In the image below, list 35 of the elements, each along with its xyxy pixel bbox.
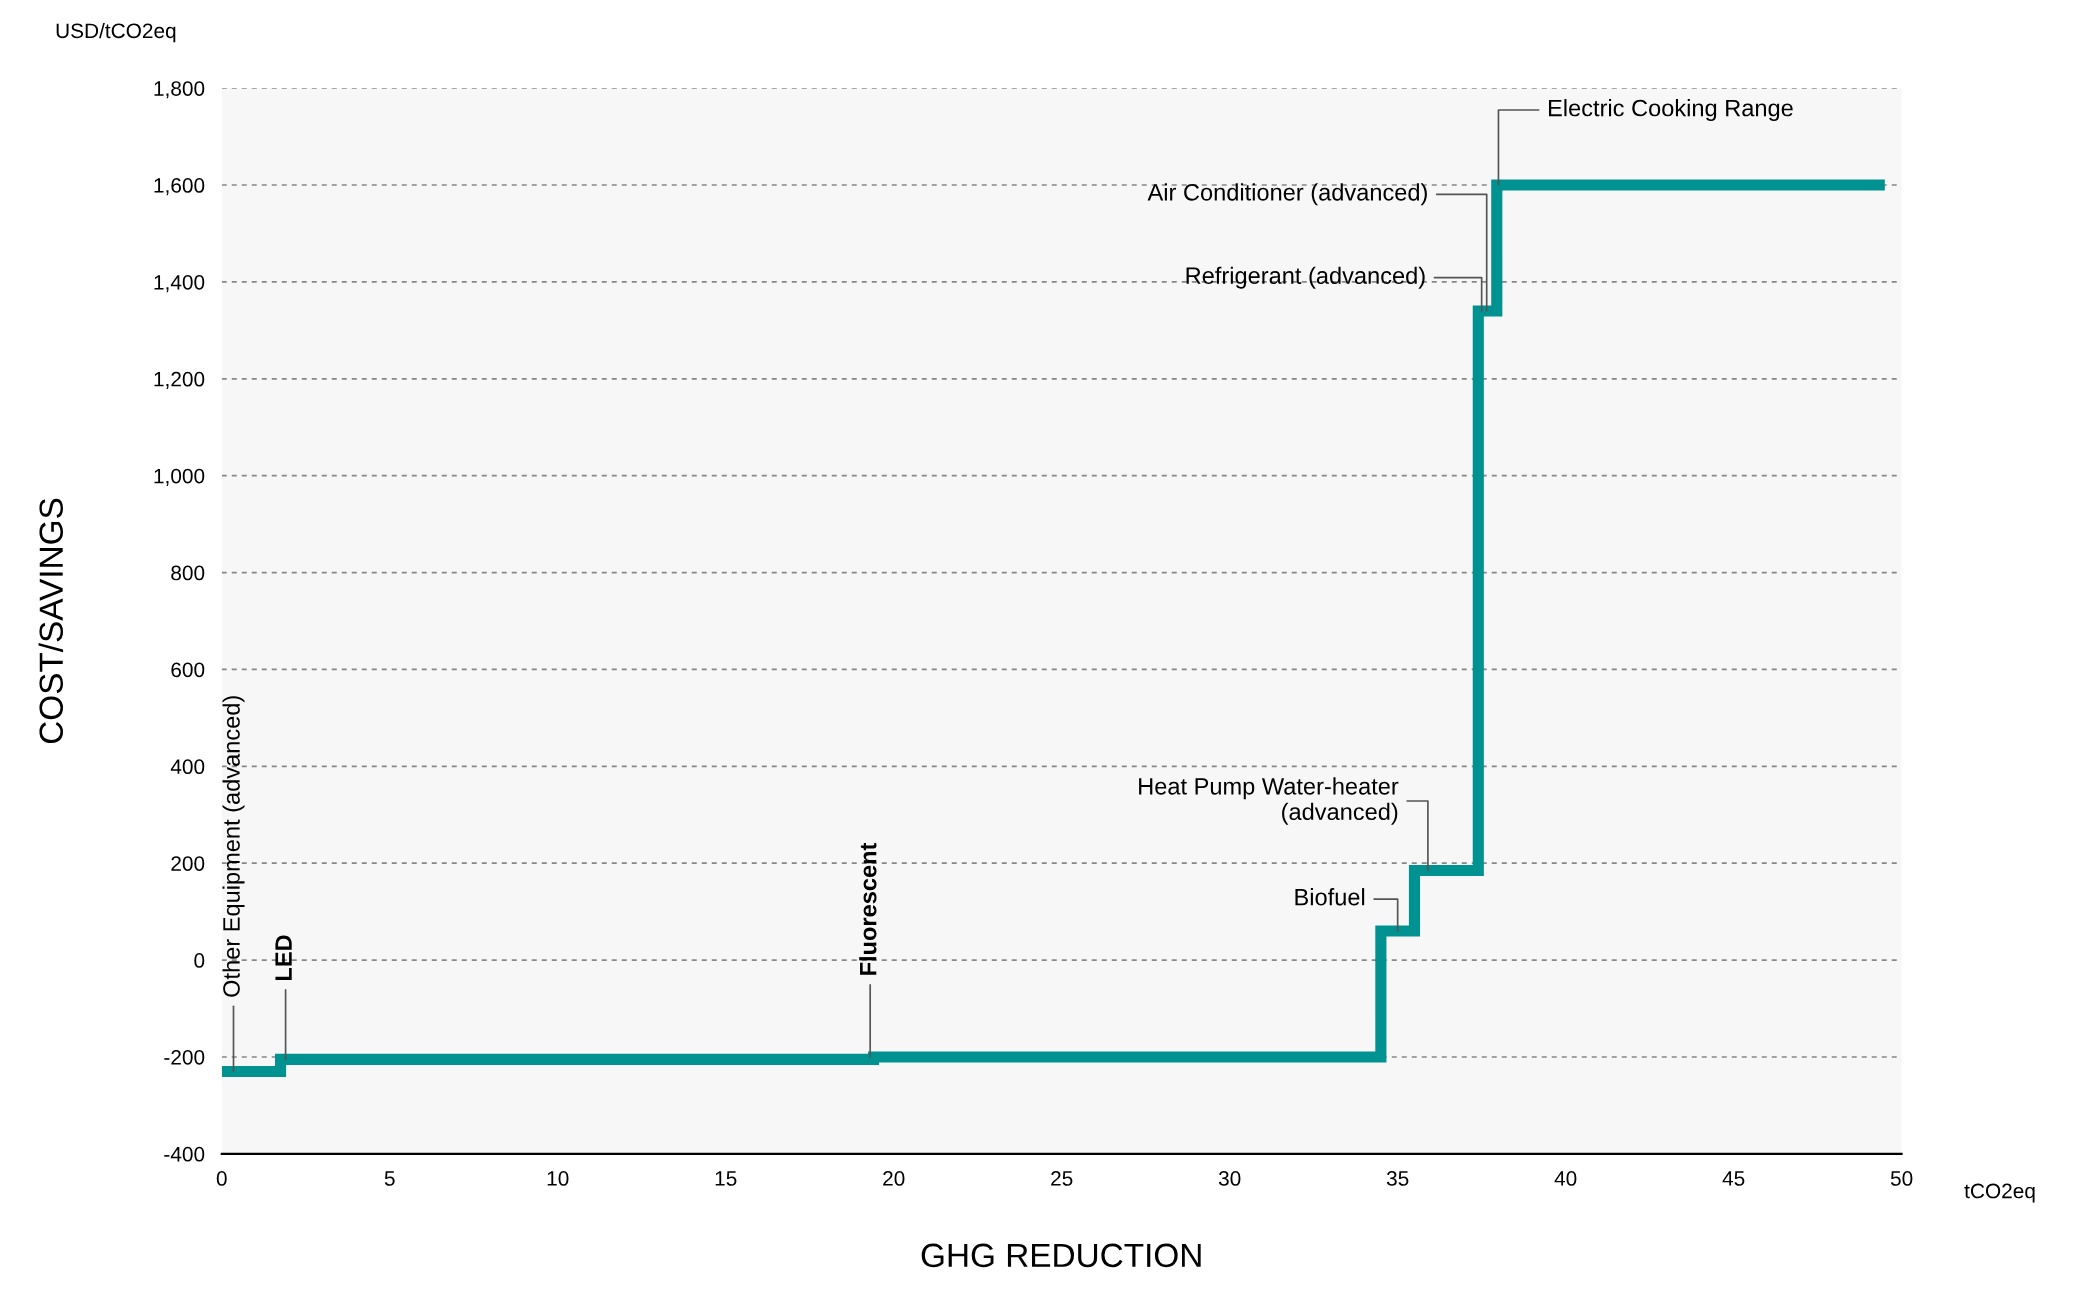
x-tick-label: 5 [384,1171,395,1186]
y-tick-label: 600 [171,662,205,678]
y-tick-label: 0 [194,953,205,968]
x-tick-label: 30 [1218,1171,1241,1186]
x-axis-title: GHG REDUCTION [921,1243,1201,1268]
annotation: Refrigerant (advanced) [1186,266,1425,289]
y-tick-label: -200 [164,1049,205,1065]
y-tick-label: 200 [171,856,205,871]
text: tCO2eq [1964,1183,2035,1203]
annotation: Other Equipment (advanced) [222,696,245,997]
annotation: Heat Pump Water-heater (advanced) [1139,777,1399,825]
text: USD/tCO2eq [56,22,176,43]
x-tick-label: 10 [547,1171,569,1186]
annotation: LED [275,935,292,981]
y-axis-title: COST/SAVINGS [38,498,64,744]
x-tick-label: 0 [216,1171,227,1186]
y-tick-label: 1,800 [154,81,205,99]
annotation: Electric Cooking Range [1549,99,1793,122]
y-tick-label: 1,200 [154,371,205,390]
x-tick-label: 50 [1890,1171,1913,1186]
x-tick-label: 15 [715,1171,737,1186]
annotation: Air Conditioner (advanced) [1147,183,1427,206]
x-tick-label: 20 [883,1171,905,1186]
y-tick-label: 1,600 [154,178,205,196]
annotation: Biofuel [1295,888,1365,906]
y-tick-label: 1,400 [154,274,205,293]
x-tick-label: 40 [1554,1171,1577,1186]
y-tick-label: 800 [171,565,205,581]
x-tick-label: 25 [1051,1171,1073,1186]
y-tick-label: 400 [170,759,205,775]
annotation: Fluorescent [859,842,877,975]
x-tick-label: 35 [1386,1171,1409,1186]
x-tick-label: 45 [1722,1171,1745,1186]
y-tick-label: -400 [164,1146,205,1162]
y-tick-label: 1,000 [154,468,205,486]
